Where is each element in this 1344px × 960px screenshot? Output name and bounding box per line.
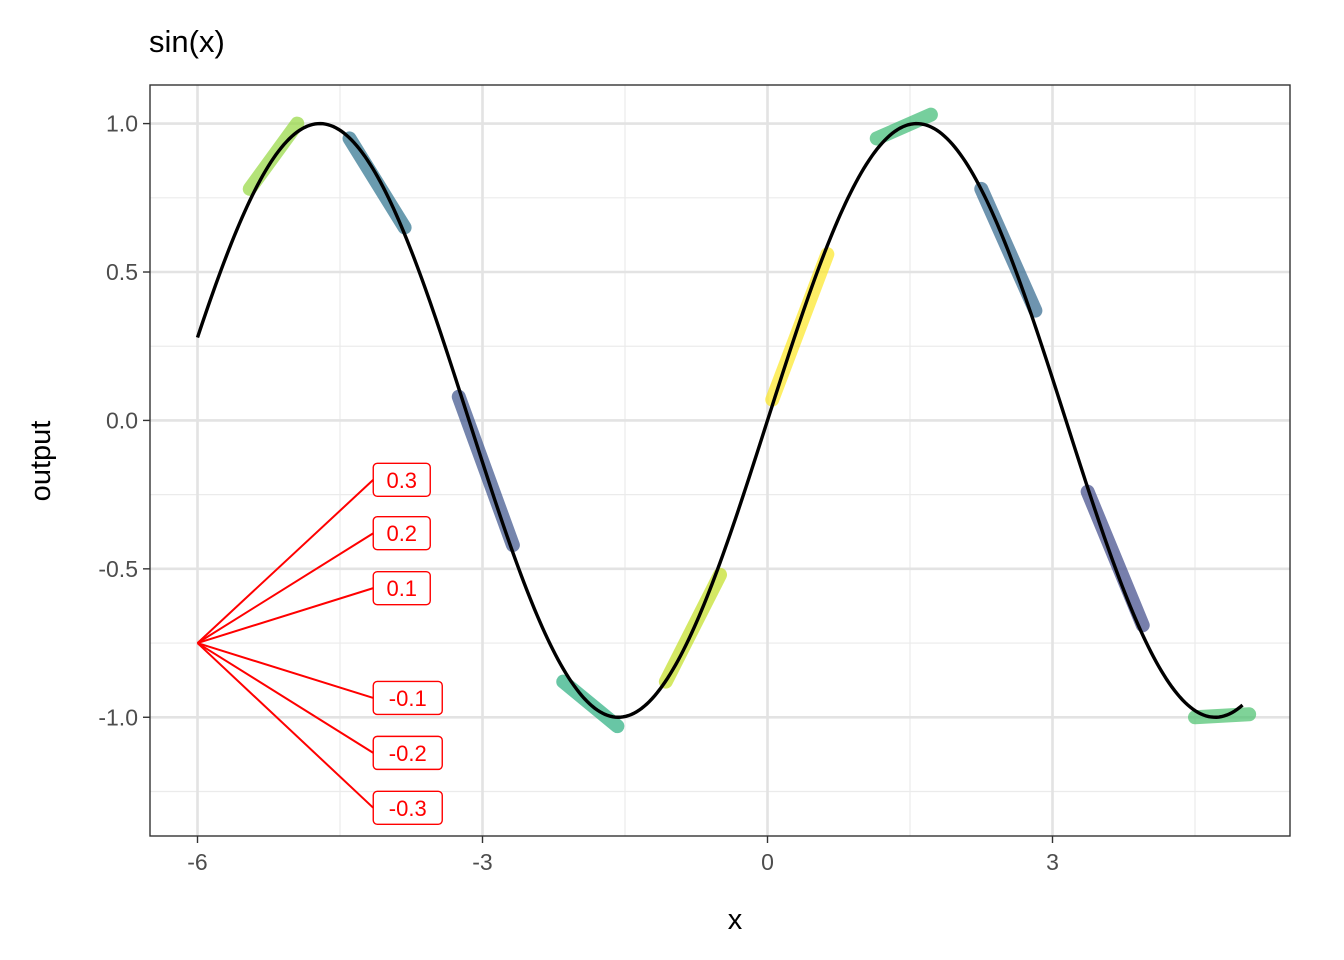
annotation-line: [197, 642, 374, 699]
minor-gridlines: [150, 85, 1290, 836]
major-gridlines: [150, 85, 1290, 836]
annotation-box: [372, 735, 443, 771]
x-axis-title: x: [728, 904, 743, 936]
annotation-line: [196, 642, 374, 809]
annotation-box: [372, 570, 431, 606]
annotation-label: -0.3: [389, 796, 427, 821]
annotation-line: [196, 479, 374, 644]
x-tick-label: -3: [472, 849, 492, 875]
annotation-box: [372, 790, 443, 826]
annotation-box: [372, 680, 443, 716]
y-tick-label: -0.5: [98, 556, 138, 582]
panel-border: [149, 84, 1291, 837]
sine-curve: [195, 121, 1244, 719]
annotation-box: [372, 516, 431, 551]
y-tick-label: 1.0: [106, 111, 138, 137]
annotation-label: -0.1: [389, 686, 427, 711]
y-axis-title: output: [25, 421, 57, 502]
y-tick-label: -1.0: [98, 704, 138, 730]
annotation-label: -0.2: [389, 741, 427, 766]
chart-title: sin(x): [149, 24, 225, 59]
annotation-line: [196, 642, 374, 754]
annotation-line: [196, 532, 374, 644]
annotation-label: 0.2: [386, 521, 417, 546]
y-tick-label: 0.5: [106, 259, 138, 285]
annotation-line: [197, 587, 374, 645]
y-axis-ticks: 1.0 0.5 0.0 -0.5 -1.0: [98, 111, 150, 730]
x-axis-ticks: -6 -3 0 3: [187, 836, 1059, 875]
annotations: 0.3 0.2 0.1 -0.1 -0.2 -0.3: [196, 462, 443, 826]
annotation-label: 0.1: [386, 576, 417, 601]
annotation-label: 0.3: [386, 468, 417, 493]
x-tick-label: -6: [187, 849, 207, 875]
y-tick-label: 0.0: [106, 407, 138, 433]
annotation-box: [372, 462, 431, 497]
x-tick-label: 0: [761, 849, 774, 875]
x-tick-label: 3: [1046, 849, 1059, 875]
